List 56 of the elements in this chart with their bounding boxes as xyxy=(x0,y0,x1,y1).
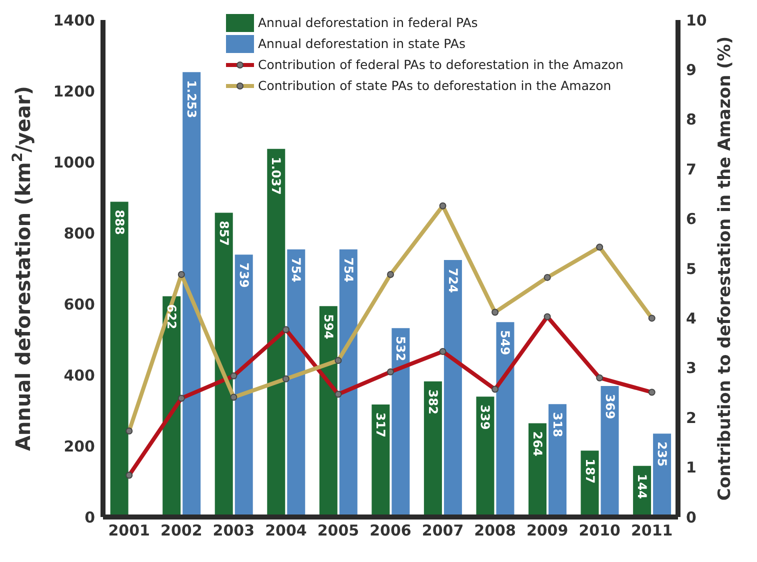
data-label: 754 xyxy=(289,257,304,282)
y2-tick-label: 1 xyxy=(686,458,696,477)
x-tick-label: 2011 xyxy=(630,522,673,540)
legend-label: Annual deforestation in state PAs xyxy=(258,36,466,51)
y-tick-label: 200 xyxy=(64,437,95,456)
data-label: 532 xyxy=(394,336,408,362)
y2-tick-label: 4 xyxy=(686,310,696,328)
data-label: 264 xyxy=(530,431,544,456)
y-tick-label: 1400 xyxy=(53,11,95,30)
x-tick-label: 2006 xyxy=(370,522,412,540)
y2-axis-title: Contribution to deforestation in the Amazon (%) xyxy=(715,36,735,501)
y-tick-label: 600 xyxy=(64,295,95,314)
data-label: 369 xyxy=(602,394,617,420)
y2-tick-label: 6 xyxy=(686,210,696,228)
y2-tick-label: 0 xyxy=(686,508,696,526)
x-tick-label: 2010 xyxy=(578,522,620,540)
y2-tick-label: 8 xyxy=(686,110,696,129)
x-tick-label: 2009 xyxy=(526,522,568,540)
y-tick-label: 1200 xyxy=(53,82,95,100)
x-tick-label: 2002 xyxy=(160,522,202,540)
data-label: 318 xyxy=(550,412,564,438)
y2-tick-label: 10 xyxy=(686,11,707,30)
data-label: 317 xyxy=(374,412,388,438)
data-label: 857 xyxy=(216,220,231,246)
data-label: 622 xyxy=(164,304,179,330)
legend-label: Contribution of federal PAs to deforestation in the Amazon xyxy=(258,57,624,72)
legend-label: Contribution of state PAs to deforestation in the Amazon xyxy=(258,78,612,93)
data-label: 594 xyxy=(321,314,336,340)
data-label: 235 xyxy=(655,442,670,467)
y2-tick-label: 7 xyxy=(686,160,696,178)
x-tick-label: 2007 xyxy=(422,522,464,540)
data-label: 1.253 xyxy=(184,80,199,118)
y-tick-label: 800 xyxy=(64,224,95,242)
data-label: 888 xyxy=(112,210,126,235)
legend-label: Annual deforestation in federal PAs xyxy=(258,15,478,30)
x-tick-label: 2003 xyxy=(212,522,255,540)
y-tick-label: 0 xyxy=(84,508,95,526)
x-tick-label: 2008 xyxy=(474,522,516,540)
x-tick-label: 2005 xyxy=(317,522,360,540)
data-label: 339 xyxy=(478,404,492,430)
data-label: 549 xyxy=(498,330,512,356)
x-tick-label: 2004 xyxy=(265,522,307,540)
data-label: 1.037 xyxy=(269,156,284,195)
x-tick-label: 2001 xyxy=(108,522,150,540)
data-label: 739 xyxy=(236,262,251,288)
y-tick-label: 1000 xyxy=(53,153,95,172)
data-label: 754 xyxy=(341,257,356,282)
data-label: 724 xyxy=(446,268,460,294)
y2-tick-label: 9 xyxy=(686,61,696,80)
data-label: 187 xyxy=(582,458,597,484)
y2-tick-label: 5 xyxy=(686,260,696,278)
y-tick-label: 400 xyxy=(64,366,95,384)
data-label: 144 xyxy=(635,474,650,499)
y2-tick-label: 3 xyxy=(686,359,696,378)
y2-tick-label: 2 xyxy=(686,408,696,427)
data-label: 382 xyxy=(426,389,440,414)
